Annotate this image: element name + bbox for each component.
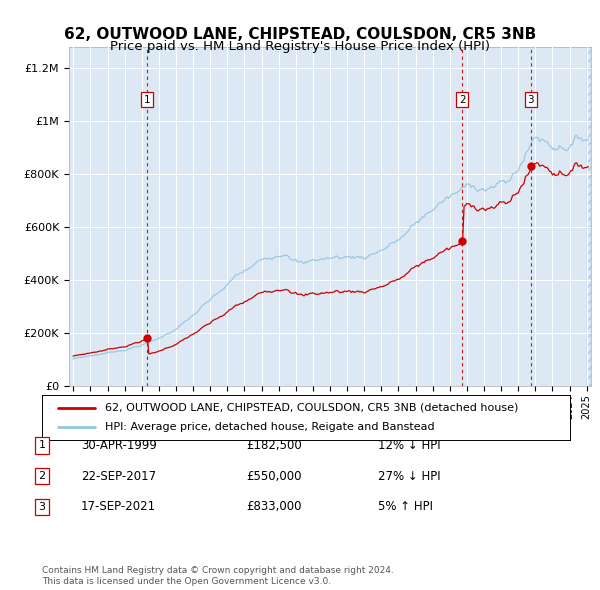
Text: 3: 3 bbox=[38, 502, 46, 512]
Text: 30-APR-1999: 30-APR-1999 bbox=[81, 439, 157, 452]
Text: 2: 2 bbox=[459, 95, 466, 105]
Text: 62, OUTWOOD LANE, CHIPSTEAD, COULSDON, CR5 3NB (detached house): 62, OUTWOOD LANE, CHIPSTEAD, COULSDON, C… bbox=[106, 403, 519, 412]
Text: 27% ↓ HPI: 27% ↓ HPI bbox=[378, 470, 440, 483]
Text: £550,000: £550,000 bbox=[246, 470, 302, 483]
Text: Contains HM Land Registry data © Crown copyright and database right 2024.: Contains HM Land Registry data © Crown c… bbox=[42, 566, 394, 575]
Text: Price paid vs. HM Land Registry's House Price Index (HPI): Price paid vs. HM Land Registry's House … bbox=[110, 40, 490, 53]
Text: 2: 2 bbox=[38, 471, 46, 481]
Text: This data is licensed under the Open Government Licence v3.0.: This data is licensed under the Open Gov… bbox=[42, 576, 331, 586]
Text: 22-SEP-2017: 22-SEP-2017 bbox=[81, 470, 156, 483]
Text: 5% ↑ HPI: 5% ↑ HPI bbox=[378, 500, 433, 513]
Text: HPI: Average price, detached house, Reigate and Banstead: HPI: Average price, detached house, Reig… bbox=[106, 422, 435, 432]
Text: £182,500: £182,500 bbox=[246, 439, 302, 452]
Text: 62, OUTWOOD LANE, CHIPSTEAD, COULSDON, CR5 3NB: 62, OUTWOOD LANE, CHIPSTEAD, COULSDON, C… bbox=[64, 27, 536, 41]
Text: 12% ↓ HPI: 12% ↓ HPI bbox=[378, 439, 440, 452]
Text: £833,000: £833,000 bbox=[246, 500, 302, 513]
Text: 3: 3 bbox=[527, 95, 534, 105]
Text: 1: 1 bbox=[38, 441, 46, 450]
Text: 1: 1 bbox=[144, 95, 151, 105]
Text: 17-SEP-2021: 17-SEP-2021 bbox=[81, 500, 156, 513]
